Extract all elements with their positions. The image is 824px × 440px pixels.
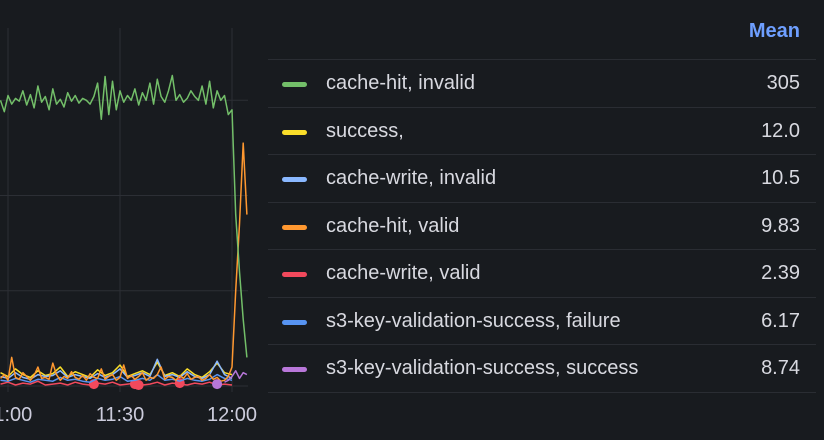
series-line-0 (0, 74, 248, 358)
legend-row[interactable]: success, 12.0 (268, 106, 816, 155)
legend-mean-value: 10.5 (761, 167, 800, 189)
legend-row[interactable]: s3-key-validation-success, success 8.74 (268, 344, 816, 393)
series-line-1 (0, 361, 233, 379)
legend-series-name[interactable]: cache-write, invalid (326, 167, 497, 189)
series-line-2 (0, 358, 233, 381)
legend-series-name[interactable]: s3-key-validation-success, success (326, 357, 639, 379)
grid (0, 28, 248, 392)
series-point (133, 380, 144, 391)
series-line-5 (0, 373, 233, 383)
series-color-swatch[interactable] (282, 177, 307, 182)
legend-series-name[interactable]: cache-hit, invalid (326, 72, 475, 94)
series-line-3 (0, 142, 248, 382)
x-tick-label: 11:00 (0, 404, 32, 426)
x-tick-label: 12:00 (207, 404, 257, 426)
series-color-swatch[interactable] (282, 272, 307, 277)
x-axis: 11:00 11:30 12:00 (0, 404, 257, 426)
series-color-swatch[interactable] (282, 82, 307, 87)
legend-mean-value: 12.0 (761, 119, 800, 142)
legend-row[interactable]: cache-hit, invalid 305 (268, 59, 816, 107)
legend-mean-value: 8.74 (761, 357, 800, 379)
series-color-swatch[interactable] (282, 129, 307, 135)
series-color-swatch[interactable] (282, 319, 307, 325)
legend-table: Mean cache-hit, invalid 305 success, 12.… (268, 0, 816, 440)
legend-mean-value: 305 (766, 72, 800, 94)
series-line-6 (224, 370, 248, 383)
series-point (212, 379, 223, 390)
time-series-plot[interactable]: 11:00 11:30 12:00 (0, 0, 262, 440)
legend-row[interactable]: s3-key-validation-success, failure 6.17 (268, 296, 816, 345)
legend-mean-value: 6.17 (761, 309, 800, 332)
series-line-4 (0, 380, 233, 386)
series-color-swatch[interactable] (282, 367, 307, 372)
legend-series-name[interactable]: s3-key-validation-success, failure (326, 309, 621, 332)
legend-mean-value: 9.83 (761, 214, 800, 237)
legend-series-name[interactable]: success, (326, 119, 404, 142)
series-color-swatch[interactable] (282, 224, 307, 230)
legend-row[interactable]: cache-hit, valid 9.83 (268, 201, 816, 250)
legend-row[interactable]: cache-write, invalid 10.5 (268, 154, 816, 202)
legend-series-name[interactable]: cache-hit, valid (326, 214, 460, 237)
legend-header-mean[interactable]: Mean (748, 20, 800, 42)
legend-series-name[interactable]: cache-write, valid (326, 262, 481, 284)
x-tick-label: 11:30 (96, 404, 145, 426)
legend-mean-value: 2.39 (761, 262, 800, 284)
legend-row[interactable]: cache-write, valid 2.39 (268, 249, 816, 297)
series-lines (0, 74, 248, 391)
